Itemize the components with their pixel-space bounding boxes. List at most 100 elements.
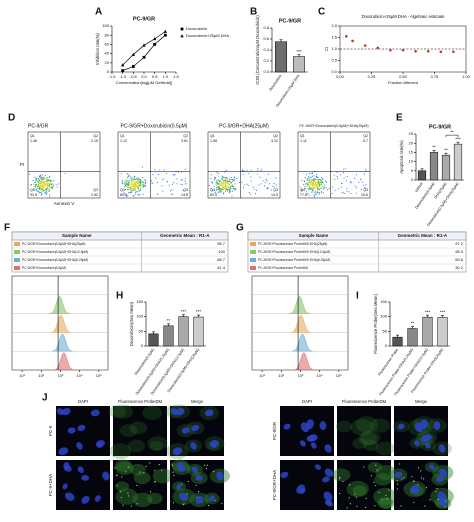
probe-speck xyxy=(158,464,160,466)
event-dot xyxy=(262,180,264,182)
event-dot xyxy=(130,183,132,185)
event-dot xyxy=(52,184,54,186)
event-dot xyxy=(224,171,226,173)
event-dot xyxy=(132,179,134,181)
probe-speck xyxy=(388,489,390,491)
probe-speck xyxy=(424,505,426,507)
probe-speck xyxy=(436,488,438,490)
event-dot xyxy=(337,188,339,190)
quadrant-label: Q1 xyxy=(30,134,35,138)
x-tick-label: 0.50 xyxy=(399,74,408,79)
event-dot xyxy=(43,176,45,178)
event-dot xyxy=(157,173,160,175)
nucleus xyxy=(323,491,333,502)
probe-speck xyxy=(206,464,208,466)
probe-speck xyxy=(136,484,138,487)
event-dot xyxy=(235,189,237,191)
event-dot xyxy=(218,189,220,191)
nucleus xyxy=(422,434,432,442)
event-dot xyxy=(140,181,142,183)
probe-speck xyxy=(339,478,341,480)
event-dot xyxy=(343,168,345,170)
probe-speck xyxy=(365,497,367,499)
event-dot xyxy=(313,179,315,181)
event-dot xyxy=(142,176,144,179)
quadrant-label: Q3 xyxy=(183,188,188,192)
bar xyxy=(178,316,189,347)
event-dot xyxy=(308,179,310,181)
event-dot xyxy=(312,182,314,184)
event-dot xyxy=(257,167,259,169)
quadrant-label: Q3 xyxy=(93,188,98,192)
probe-speck xyxy=(400,505,402,507)
probe-speck xyxy=(429,499,431,501)
event-dot xyxy=(303,184,305,186)
event-dot xyxy=(137,185,139,188)
event-dot xyxy=(135,179,137,181)
event-dot xyxy=(171,189,173,191)
event-dot xyxy=(308,176,310,178)
quadrant-label: Q1 xyxy=(120,134,125,138)
y-tick-label: 100 xyxy=(102,23,109,28)
event-dot xyxy=(35,179,38,181)
probe-speck xyxy=(154,481,156,483)
event-dot xyxy=(217,189,219,191)
event-dot xyxy=(363,173,365,175)
event-dot xyxy=(40,176,42,179)
geometric-mean: 30.2 xyxy=(455,265,464,270)
event-dot xyxy=(134,185,136,187)
event-dot xyxy=(267,173,269,175)
x-tick-label: 1.00 xyxy=(462,74,471,79)
event-dot xyxy=(228,179,230,181)
event-dot xyxy=(229,182,231,184)
point xyxy=(363,44,367,47)
event-dot xyxy=(130,189,132,191)
event-dot xyxy=(41,192,43,194)
cytoplasm-signal xyxy=(147,492,163,505)
event-dot xyxy=(221,183,223,185)
event-dot xyxy=(36,180,38,182)
event-dot xyxy=(134,183,136,185)
bar xyxy=(274,41,288,73)
bar xyxy=(193,316,204,347)
cytoplasm-signal xyxy=(352,437,368,449)
event-dot xyxy=(314,191,316,193)
point xyxy=(389,48,392,52)
event-dot xyxy=(230,179,232,181)
event-dot xyxy=(145,181,147,183)
event-dot xyxy=(133,189,135,191)
event-dot xyxy=(43,186,46,188)
y-tick-label: 0.4 xyxy=(263,47,269,52)
event-dot xyxy=(229,189,231,191)
event-dot xyxy=(40,182,42,184)
cytoplasm-signal xyxy=(367,461,383,473)
quadrant-value: 80.8 xyxy=(120,193,127,197)
event-dot xyxy=(50,183,52,185)
x-tick-label: 10³ xyxy=(58,373,64,378)
event-dot xyxy=(142,184,144,186)
probe-speck xyxy=(172,502,175,504)
probe-speck xyxy=(214,499,216,501)
cytoplasm-signal xyxy=(336,420,353,433)
event-dot xyxy=(229,186,231,188)
quadrant-value: 80.4 xyxy=(210,193,217,197)
event-dot xyxy=(151,182,153,184)
event-dot xyxy=(162,190,164,192)
event-dot xyxy=(325,187,327,189)
event-dot xyxy=(308,178,310,180)
nucleus xyxy=(319,421,327,431)
event-dot xyxy=(138,183,140,185)
event-dot xyxy=(361,181,363,183)
event-dot xyxy=(233,178,235,180)
event-dot xyxy=(221,187,223,189)
event-dot xyxy=(317,179,319,181)
event-dot xyxy=(180,183,182,185)
cytoplasm-signal xyxy=(355,416,379,433)
event-dot xyxy=(365,168,367,170)
nucleus xyxy=(172,447,183,456)
event-dot xyxy=(358,181,360,183)
x-tick-label: -0.5 xyxy=(130,74,138,79)
event-dot xyxy=(317,178,319,180)
event-dot xyxy=(124,186,126,188)
legend-label: Doxorubicin xyxy=(186,26,207,31)
